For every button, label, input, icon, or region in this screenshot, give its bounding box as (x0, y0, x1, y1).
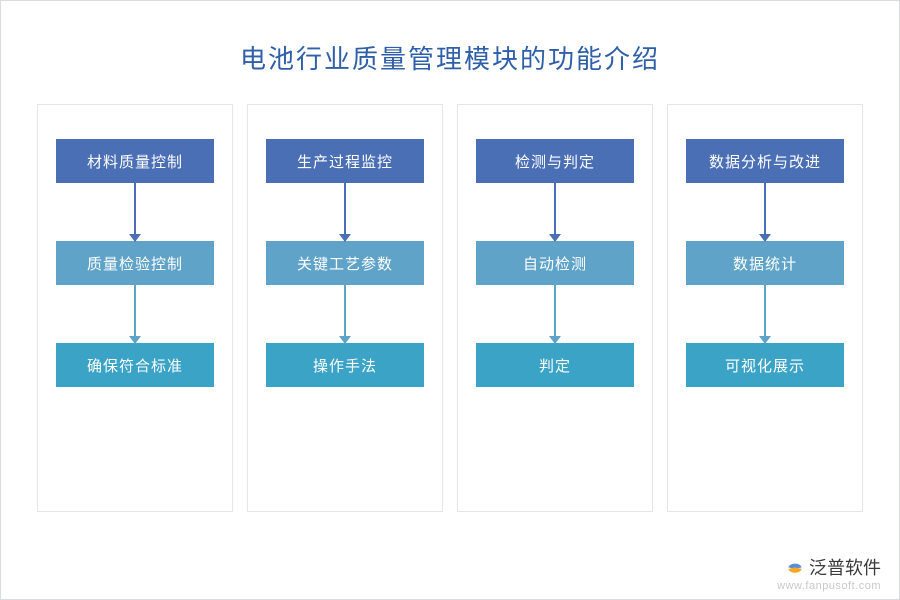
box-3-0: 数据分析与改进 (686, 139, 844, 183)
page-title: 电池行业质量管理模块的功能介绍 (1, 1, 899, 104)
box-3-2: 可视化展示 (686, 343, 844, 387)
column-1: 生产过程监控关键工艺参数操作手法 (247, 104, 443, 512)
arrow-0-0 (134, 183, 136, 241)
brand-logo-icon (785, 559, 805, 579)
box-1-2: 操作手法 (266, 343, 424, 387)
box-1-0: 生产过程监控 (266, 139, 424, 183)
column-2: 检测与判定自动检测判定 (457, 104, 653, 512)
box-0-2: 确保符合标准 (56, 343, 214, 387)
arrow-2-1 (554, 285, 556, 343)
arrow-0-1 (134, 285, 136, 343)
arrow-1-0 (344, 183, 346, 241)
column-3: 数据分析与改进数据统计可视化展示 (667, 104, 863, 512)
box-2-2: 判定 (476, 343, 634, 387)
box-2-1: 自动检测 (476, 241, 634, 285)
footer-brand: 泛普软件 www.fanpusoft.com (777, 558, 881, 593)
arrow-2-0 (554, 183, 556, 241)
arrow-1-1 (344, 285, 346, 343)
box-2-0: 检测与判定 (476, 139, 634, 183)
box-1-1: 关键工艺参数 (266, 241, 424, 285)
columns-container: 材料质量控制质量检验控制确保符合标准生产过程监控关键工艺参数操作手法检测与判定自… (1, 104, 899, 512)
brand-name: 泛普软件 (809, 558, 881, 580)
box-0-0: 材料质量控制 (56, 139, 214, 183)
arrow-3-0 (764, 183, 766, 241)
arrow-3-1 (764, 285, 766, 343)
brand-url: www.fanpusoft.com (777, 580, 881, 593)
box-0-1: 质量检验控制 (56, 241, 214, 285)
box-3-1: 数据统计 (686, 241, 844, 285)
column-0: 材料质量控制质量检验控制确保符合标准 (37, 104, 233, 512)
